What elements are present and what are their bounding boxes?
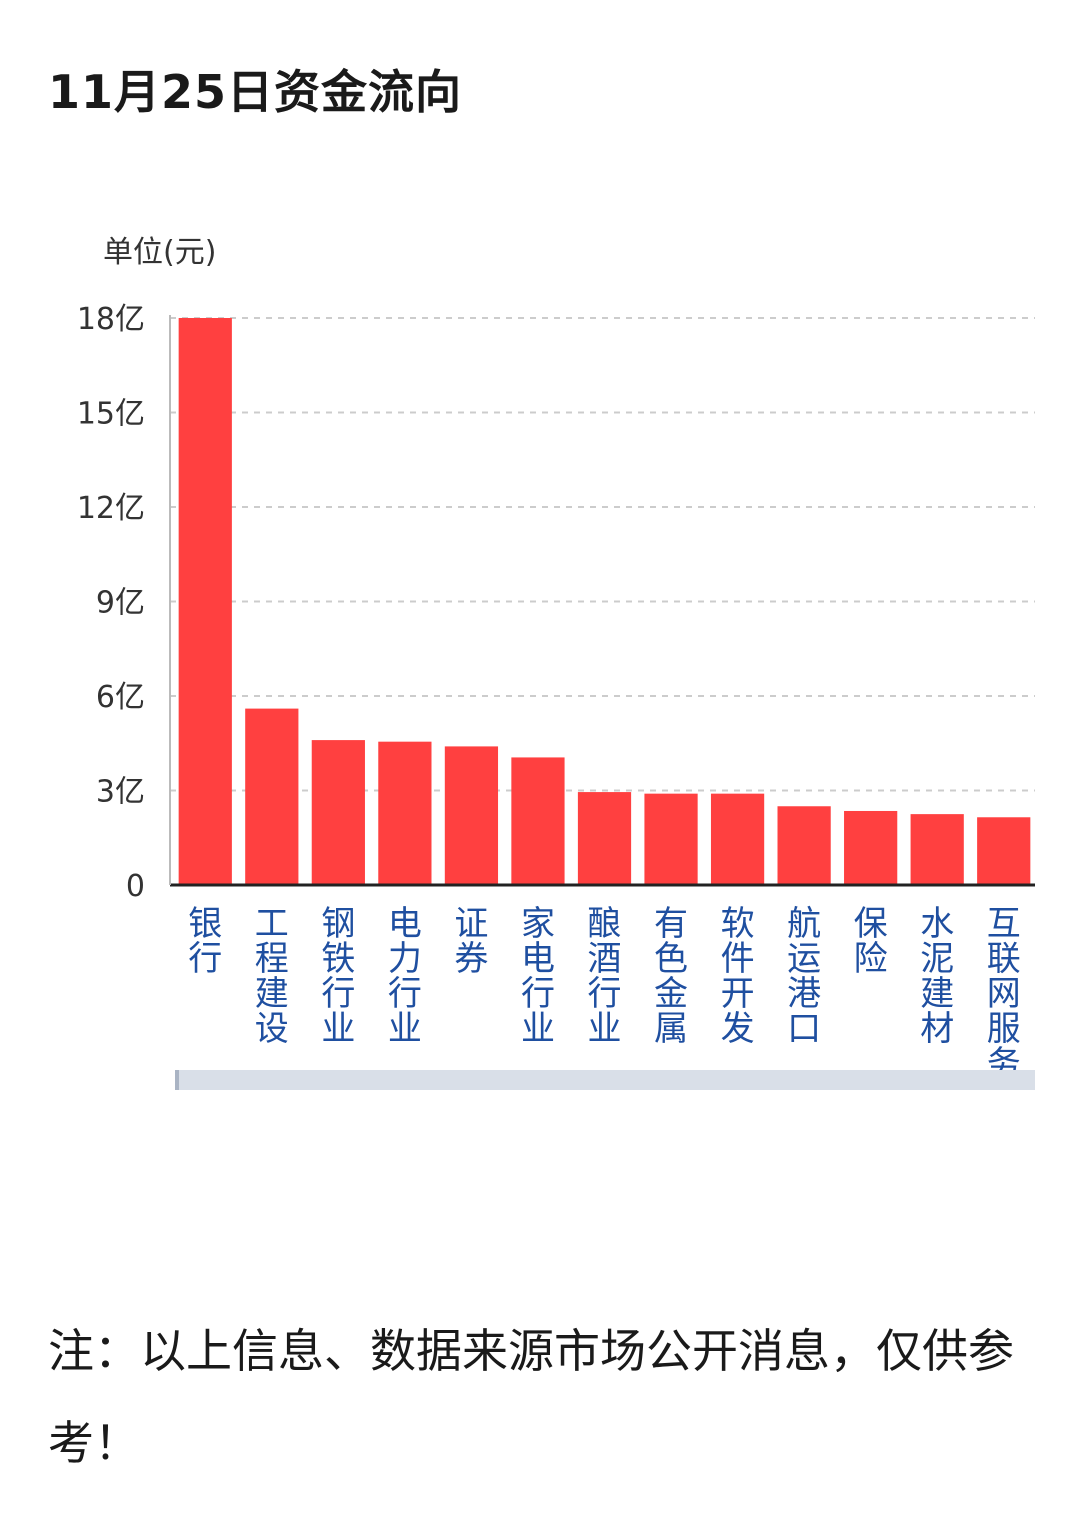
bar[interactable] xyxy=(910,814,964,885)
x-category-label: 保险 xyxy=(854,904,888,979)
x-category-labels: 银行工程建设钢铁行业电力行业证券家电行业酿酒行业有色金属软件开发航运港口保险水泥… xyxy=(188,904,1020,1084)
x-category-label: 电力行业 xyxy=(388,904,422,1049)
x-category-label: 钢铁行业 xyxy=(321,904,355,1049)
y-tick-label: 3亿 xyxy=(96,775,145,810)
x-category-label: 水泥建材 xyxy=(920,904,954,1049)
source-footnote: 注：以上信息、数据来源市场公开消息，仅供参考！ xyxy=(48,1324,1014,1470)
fund-flow-bar-chart: 单位(元) 0 3亿 6亿 9亿 12亿 15亿 18亿 银行工程建设钢铁行业电力行业证券家… xyxy=(77,235,1035,1090)
y-tick-label: 6亿 xyxy=(96,680,145,715)
gridlines xyxy=(170,317,1035,792)
x-category-label: 航运港口 xyxy=(787,904,821,1049)
bars xyxy=(178,318,1031,885)
bar[interactable] xyxy=(311,740,365,885)
bar[interactable] xyxy=(777,806,831,885)
x-category-label: 工程建设 xyxy=(255,904,289,1049)
y-tick-label: 15亿 xyxy=(77,397,145,432)
bar[interactable] xyxy=(378,741,432,885)
chart-scrollbar-handle[interactable] xyxy=(175,1070,179,1090)
chart-scrollbar[interactable] xyxy=(175,1070,1035,1090)
bar[interactable] xyxy=(178,318,232,885)
y-tick-label: 0 xyxy=(126,869,145,904)
y-tick-label: 18亿 xyxy=(77,302,145,337)
bar[interactable] xyxy=(577,792,632,885)
x-category-label: 互联网服务 xyxy=(987,904,1021,1084)
x-category-label: 家电行业 xyxy=(521,904,555,1049)
x-category-label: 银行 xyxy=(188,904,222,979)
bar[interactable] xyxy=(977,817,1031,885)
x-category-label: 证券 xyxy=(454,904,488,979)
bar[interactable] xyxy=(444,746,499,885)
y-tick-labels: 0 3亿 6亿 9亿 12亿 15亿 18亿 xyxy=(77,302,145,904)
bar[interactable] xyxy=(710,793,765,885)
bar[interactable] xyxy=(644,793,698,885)
x-category-label: 酿酒行业 xyxy=(588,904,622,1049)
bar[interactable] xyxy=(245,708,299,885)
x-category-label: 软件开发 xyxy=(721,904,755,1049)
x-category-label: 有色金属 xyxy=(654,904,688,1049)
y-unit-label: 单位(元) xyxy=(103,235,216,270)
bar[interactable] xyxy=(844,810,898,885)
bar[interactable] xyxy=(511,757,565,885)
page-title: 11月25日资金流向 xyxy=(48,65,463,119)
y-tick-label: 12亿 xyxy=(77,491,145,526)
y-tick-label: 9亿 xyxy=(96,586,145,621)
